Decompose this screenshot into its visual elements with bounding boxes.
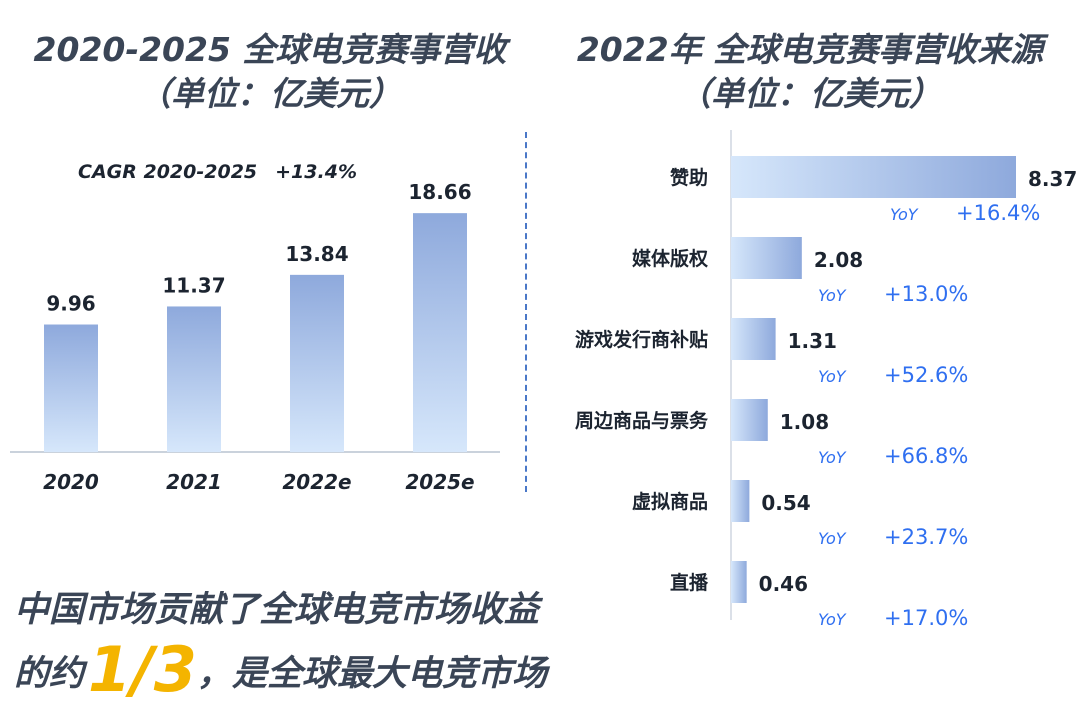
value-label-直播: 0.46 (759, 572, 808, 596)
yoy-value-游戏发行商补贴: +52.6% (884, 363, 968, 387)
yoy-tag-媒体版权: YoY (818, 286, 847, 305)
category-label-直播: 直播 (670, 571, 709, 594)
revenue-bar-chart: 9.96 2020 11.37 2021 13.84 2022e 18.66 2025e (10, 180, 500, 494)
value-label-虚拟商品: 0.54 (761, 491, 810, 515)
x-tick-2020: 2020 (43, 470, 99, 494)
value-label-2022e: 13.84 (285, 242, 348, 266)
yoy-tag-游戏发行商补贴: YoY (818, 367, 847, 386)
conclusion-line2: 的约1/3，是全球最大电竞市场 (14, 639, 654, 704)
bar-虚拟商品 (731, 480, 750, 522)
value-label-2020: 9.96 (46, 292, 95, 316)
cagr-annotation: CAGR 2020-2025 +13.4% (78, 161, 357, 183)
left-title-unit: （单位：亿美元） (138, 74, 402, 113)
bar-2021 (167, 306, 221, 452)
yoy-tag-虚拟商品: YoY (818, 529, 847, 548)
chart-divider (525, 132, 527, 492)
bar-周边商品与票务 (731, 399, 768, 441)
revenue-source-bar-chart: 赞助 8.37 YoY +16.4% 媒体版权 2.08 YoY +13.0% 游戏发行商补贴 1… (575, 130, 1077, 630)
conclusion-text: 中国市场贡献了全球电竞市场收益 的约1/3，是全球最大电竞市场 (14, 580, 654, 704)
bar-赞助 (731, 156, 1016, 198)
x-tick-2022e: 2022e (282, 470, 351, 494)
conclusion-highlight: 1/3 (88, 633, 197, 706)
cagr-value: +13.4% (275, 161, 357, 183)
x-tick-2021: 2021 (166, 470, 222, 494)
yoy-tag-周边商品与票务: YoY (818, 448, 847, 467)
right-title-line1: 2022年 全球电竞赛事营收来源 (576, 30, 1044, 69)
conclusion-line1: 中国市场贡献了全球电竞市场收益 (14, 590, 540, 630)
value-label-游戏发行商补贴: 1.31 (788, 329, 837, 353)
right-chart-title: 2022年 全球电竞赛事营收来源 （单位：亿美元） (540, 28, 1080, 116)
value-label-2021: 11.37 (162, 273, 225, 297)
category-label-游戏发行商补贴: 游戏发行商补贴 (575, 328, 708, 351)
yoy-value-赞助: +16.4% (956, 201, 1040, 225)
right-title-unit: （单位：亿美元） (678, 74, 942, 113)
conclusion-pre: 的约 (14, 654, 85, 694)
yoy-value-直播: +17.0% (884, 606, 968, 630)
yoy-tag-赞助: YoY (890, 205, 919, 224)
yoy-value-虚拟商品: +23.7% (884, 525, 968, 549)
category-label-周边商品与票务: 周边商品与票务 (575, 409, 709, 432)
cagr-label: CAGR 2020-2025 (78, 161, 258, 183)
category-label-媒体版权: 媒体版权 (632, 247, 708, 270)
left-title-line1: 2020-2025 全球电竞赛事营收 (33, 30, 507, 69)
value-label-赞助: 8.37 (1028, 167, 1077, 191)
conclusion-post: ，是全球最大电竞市场 (196, 654, 547, 694)
bar-直播 (731, 561, 747, 603)
yoy-tag-直播: YoY (818, 610, 847, 629)
category-label-赞助: 赞助 (669, 166, 708, 189)
bar-2022e (290, 274, 344, 452)
bar-媒体版权 (731, 237, 802, 279)
x-tick-2025e: 2025e (405, 470, 474, 494)
value-label-媒体版权: 2.08 (814, 248, 863, 272)
category-label-虚拟商品: 虚拟商品 (632, 490, 708, 513)
bar-2025e (413, 213, 467, 452)
yoy-value-周边商品与票务: +66.8% (884, 444, 968, 468)
value-label-2025e: 18.66 (408, 180, 471, 204)
yoy-value-媒体版权: +13.0% (884, 282, 968, 306)
bar-游戏发行商补贴 (731, 318, 776, 360)
bar-2020 (44, 324, 98, 452)
left-chart-title: 2020-2025 全球电竞赛事营收 （单位：亿美元） (10, 28, 530, 116)
value-label-周边商品与票务: 1.08 (780, 410, 829, 434)
